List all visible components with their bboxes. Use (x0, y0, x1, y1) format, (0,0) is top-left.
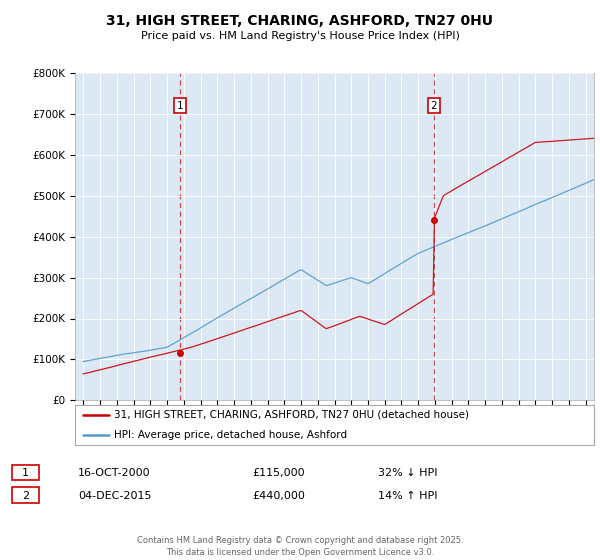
Text: 1: 1 (177, 101, 184, 110)
Text: Price paid vs. HM Land Registry's House Price Index (HPI): Price paid vs. HM Land Registry's House … (140, 31, 460, 41)
Text: 2: 2 (22, 491, 29, 501)
Text: 16-OCT-2000: 16-OCT-2000 (78, 468, 151, 478)
Text: 14% ↑ HPI: 14% ↑ HPI (378, 491, 437, 501)
Text: 32% ↓ HPI: 32% ↓ HPI (378, 468, 437, 478)
Text: 04-DEC-2015: 04-DEC-2015 (78, 491, 151, 501)
Text: HPI: Average price, detached house, Ashford: HPI: Average price, detached house, Ashf… (114, 430, 347, 440)
Text: 31, HIGH STREET, CHARING, ASHFORD, TN27 0HU: 31, HIGH STREET, CHARING, ASHFORD, TN27 … (107, 14, 493, 28)
Text: 1: 1 (22, 468, 29, 478)
Text: £440,000: £440,000 (252, 491, 305, 501)
Text: Contains HM Land Registry data © Crown copyright and database right 2025.
This d: Contains HM Land Registry data © Crown c… (137, 536, 463, 557)
Text: 31, HIGH STREET, CHARING, ASHFORD, TN27 0HU (detached house): 31, HIGH STREET, CHARING, ASHFORD, TN27 … (114, 410, 469, 420)
Text: £115,000: £115,000 (252, 468, 305, 478)
Text: 2: 2 (430, 101, 437, 110)
